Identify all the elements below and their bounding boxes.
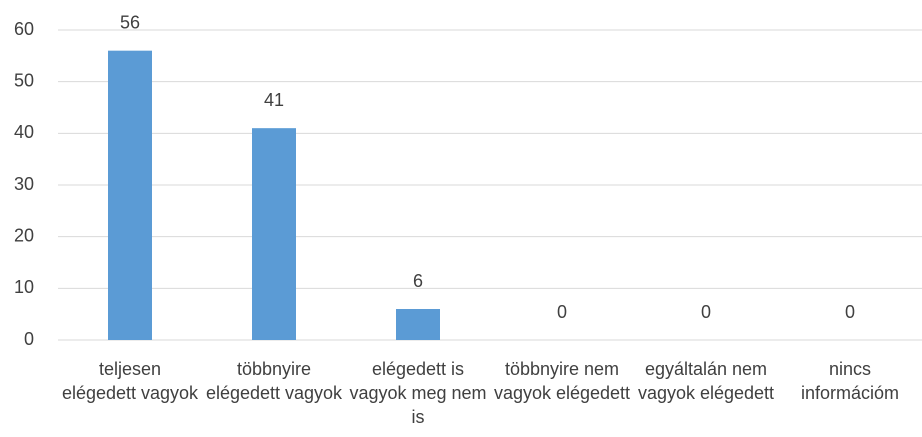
- bar: [252, 128, 296, 340]
- y-tick-label: 10: [14, 277, 34, 297]
- data-label: 0: [557, 302, 567, 322]
- y-tick-label: 40: [14, 122, 34, 142]
- y-tick-label: 20: [14, 225, 34, 245]
- x-tick-label: elégedett is vagyok meg nem is: [349, 359, 487, 427]
- x-tick-label: nincs információm: [800, 359, 900, 403]
- data-label: 56: [120, 12, 140, 32]
- data-label: 6: [413, 271, 423, 291]
- bar: [396, 309, 440, 340]
- y-tick-label: 50: [14, 70, 34, 90]
- y-tick-label: 30: [14, 174, 34, 194]
- x-tick-label: egyáltalán nem vagyok elégedett: [637, 359, 775, 403]
- data-label: 0: [845, 302, 855, 322]
- data-label: 41: [264, 90, 284, 110]
- x-tick-label: teljesen elégedett vagyok: [61, 359, 199, 403]
- y-tick-label: 60: [14, 19, 34, 39]
- x-tick-label: többnyire elégedett vagyok: [205, 359, 343, 403]
- y-tick-label: 0: [24, 329, 34, 349]
- x-tick-label: többnyire nem vagyok elégedett: [493, 359, 631, 403]
- bar: [108, 50, 152, 341]
- data-label: 0: [701, 302, 711, 322]
